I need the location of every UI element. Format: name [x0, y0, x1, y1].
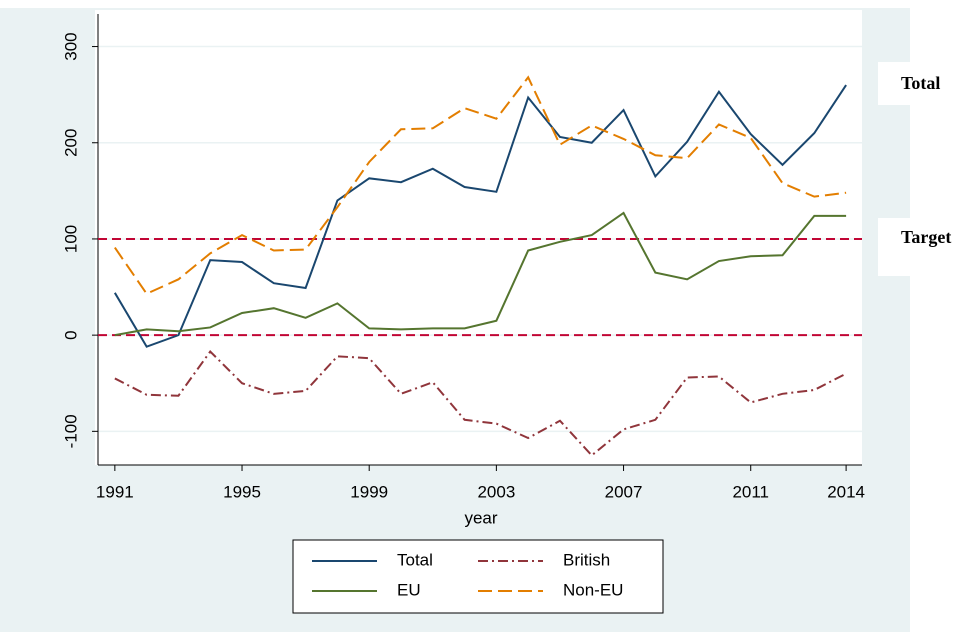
legend-label: Total [397, 550, 433, 569]
y-tick-label: -100 [61, 414, 80, 448]
legend [292, 539, 664, 614]
x-tick-label: 2003 [477, 482, 515, 501]
legend-label: British [563, 550, 610, 569]
x-tick-label: 2014 [827, 482, 865, 501]
x-tick-label: 2011 [732, 482, 769, 501]
y-tick-label: 100 [61, 225, 80, 253]
y-tick-label: 300 [61, 32, 80, 60]
annotation-box [878, 62, 978, 105]
annotation-box [878, 218, 978, 276]
series-line [113, 84, 847, 348]
y-tick-label: 0 [61, 330, 80, 339]
annotation: Total [901, 73, 940, 93]
x-tick-label: 1995 [223, 482, 261, 501]
legend-label: Non-EU [563, 580, 623, 599]
series-line [114, 211, 847, 337]
plot-area [95, 10, 862, 465]
x-tick-label: 1991 [96, 482, 134, 501]
x-tick-label: 1999 [350, 482, 388, 501]
x-tick-label: 2007 [605, 482, 643, 501]
y-tick-label: 200 [61, 129, 80, 157]
annotation: Target [901, 227, 951, 247]
x-axis-label: year [464, 508, 497, 527]
legend-label: EU [397, 580, 421, 599]
series-line [114, 75, 847, 296]
